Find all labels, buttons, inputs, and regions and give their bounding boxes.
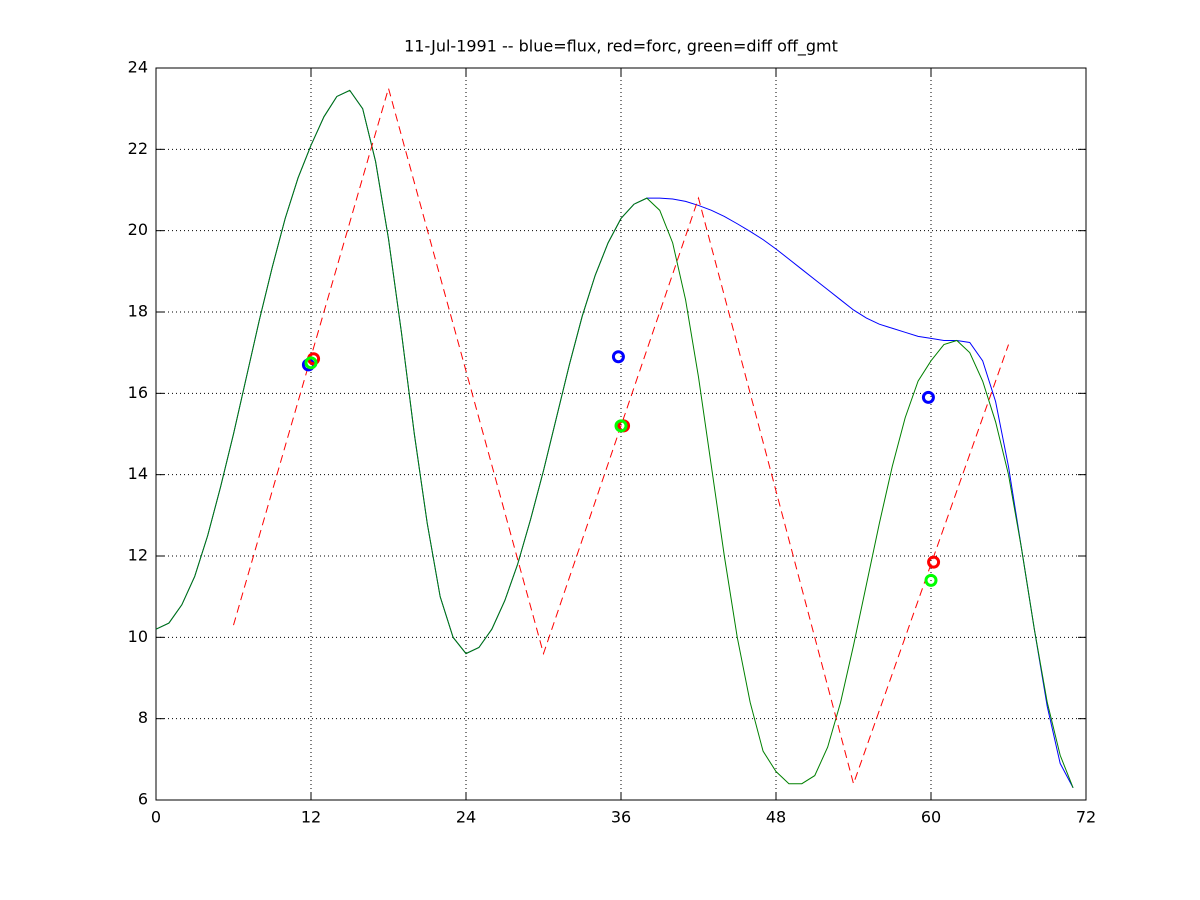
- marker: [924, 573, 938, 587]
- y-tick-label: 20: [128, 220, 148, 239]
- x-tick-label: 0: [151, 808, 161, 827]
- x-tick-label: 12: [301, 808, 321, 827]
- x-tick-label: 36: [611, 808, 631, 827]
- marker: [614, 419, 628, 433]
- y-tick-label: 24: [128, 58, 148, 77]
- marker: [921, 390, 935, 404]
- y-tick-label: 22: [128, 139, 148, 158]
- x-tick-label: 60: [921, 808, 941, 827]
- x-tick-label: 24: [456, 808, 476, 827]
- marker: [611, 350, 625, 364]
- y-tick-label: 12: [128, 546, 148, 565]
- marker: [304, 356, 318, 370]
- y-tick-label: 6: [138, 790, 148, 809]
- x-tick-label: 48: [766, 808, 786, 827]
- chart-title: 11-Jul-1991 -- blue=flux, red=forc, gree…: [404, 37, 838, 57]
- y-tick-label: 14: [128, 464, 148, 483]
- series-line: [155, 89, 1074, 788]
- series-line: [233, 86, 1009, 786]
- plot-area: [155, 67, 1087, 801]
- x-tick-label: 72: [1076, 808, 1096, 827]
- y-tick-label: 18: [128, 302, 148, 321]
- y-tick-label: 16: [128, 383, 148, 402]
- marker: [927, 555, 941, 569]
- y-tick-label: 8: [138, 708, 148, 727]
- y-tick-label: 10: [128, 627, 148, 646]
